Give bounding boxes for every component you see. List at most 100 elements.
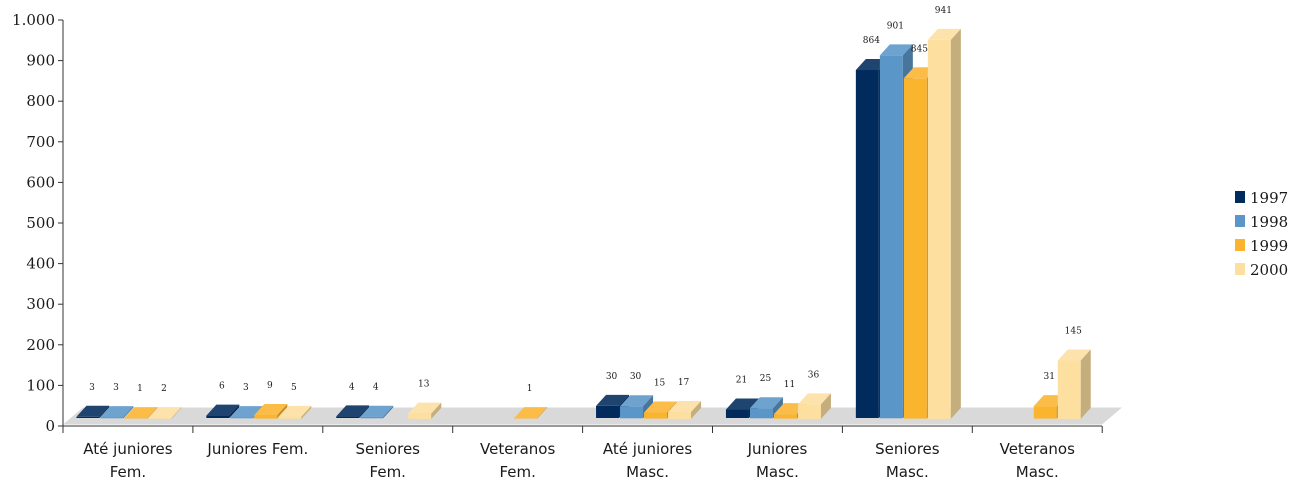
data-label: 17: [678, 378, 690, 388]
data-label: 901: [887, 21, 904, 31]
bar-1998-0: [100, 406, 134, 419]
x-tick-label: Seniores: [875, 440, 940, 458]
bar-side: [359, 405, 370, 418]
legend-swatch: [1235, 263, 1245, 275]
bar-1998-4: [620, 395, 654, 419]
legend-label: 1999: [1250, 237, 1288, 255]
x-tick-label: Masc.: [886, 463, 929, 481]
bar-front: [254, 414, 278, 419]
data-label: 4: [373, 383, 379, 393]
y-tick-label: 400: [26, 255, 55, 273]
bar-front: [100, 417, 124, 419]
bar-front: [76, 416, 100, 418]
data-label: 30: [606, 372, 618, 382]
bar-top: [76, 405, 110, 417]
bar-front: [278, 416, 302, 419]
data-label: 9: [267, 381, 273, 391]
bar-top: [206, 404, 240, 416]
data-label: 36: [808, 370, 820, 380]
bar-front: [514, 418, 538, 419]
bar-front: [230, 417, 254, 419]
bar-top: [797, 393, 831, 405]
data-label: 1: [527, 384, 533, 394]
legend-label: 1997: [1250, 189, 1288, 207]
bar-top: [596, 394, 630, 406]
data-label: 2: [161, 384, 167, 394]
x-tick-label: Veteranos: [1000, 440, 1075, 458]
bar-front: [1057, 360, 1081, 419]
bar-front: [408, 413, 432, 419]
bar-side: [537, 407, 548, 419]
y-tick-label: 100: [26, 376, 55, 394]
bar-front: [879, 55, 903, 419]
bar-1999-3: [514, 407, 548, 419]
bar-top: [148, 407, 182, 419]
chart-bars: [76, 28, 1091, 419]
bar-front: [206, 415, 230, 418]
bar-top: [725, 398, 759, 410]
bar-front: [903, 78, 927, 419]
bar-front: [668, 412, 692, 419]
bar-front: [725, 409, 749, 418]
bar-top: [336, 405, 370, 417]
legend-item-1997: 1997: [1235, 189, 1288, 207]
x-tick-label: Masc.: [756, 463, 799, 481]
bar-front: [749, 408, 773, 419]
data-label: 6: [219, 382, 225, 392]
bar-side: [431, 402, 442, 419]
bar-side: [171, 407, 182, 419]
bar-front: [644, 412, 668, 419]
bar-2000-1: [278, 405, 312, 419]
bar-top: [668, 401, 702, 413]
y-tick-label: 500: [26, 214, 55, 232]
y-tick-label: 0: [45, 417, 55, 435]
x-tick-label: Masc.: [1016, 463, 1059, 481]
bar-top: [927, 28, 961, 40]
bar-front: [1033, 406, 1057, 419]
y-tick-label: 200: [26, 336, 55, 354]
data-label: 145: [1065, 326, 1082, 336]
x-tick-label: Juniores Fem.: [206, 440, 308, 458]
bar-front: [124, 418, 148, 419]
bar-top: [124, 407, 158, 419]
bar-top: [749, 397, 783, 409]
bar-front: [927, 39, 951, 419]
x-tick-label: Veteranos: [480, 440, 555, 458]
bar-side: [383, 405, 394, 419]
bar-top: [644, 401, 678, 413]
y-tick-label: 600: [26, 173, 55, 191]
bar-2000-7: [1057, 349, 1091, 419]
bar-side: [147, 407, 158, 419]
chart-axes: 0 100 200 300 400 500 600 700 800 900 1.000 Até jun…: [12, 11, 1103, 481]
x-tick-label: Até juniores: [83, 440, 172, 458]
bar-2000-0: [148, 407, 182, 419]
data-label: 3: [89, 383, 95, 393]
data-label: 4: [349, 382, 355, 392]
y-tick-label: 900: [26, 52, 55, 70]
bar-top: [879, 44, 913, 56]
bar-side: [1080, 349, 1091, 419]
bar-front: [773, 414, 797, 419]
y-tick-label: 700: [26, 133, 55, 151]
x-tick-label: Fem.: [110, 463, 146, 481]
legend-item-1998: 1998: [1235, 213, 1288, 231]
bar-side: [277, 403, 288, 419]
data-label: 3: [243, 383, 249, 393]
data-label: 21: [736, 376, 747, 386]
legend-item-1999: 1999: [1235, 237, 1288, 255]
x-tick-label: Masc.: [626, 463, 669, 481]
bar-front: [620, 406, 644, 419]
bar-2000-6: [927, 28, 961, 419]
legend-swatch: [1235, 239, 1245, 251]
bar-top: [254, 403, 288, 415]
bar-side: [99, 405, 110, 418]
legend-item-2000: 2000: [1235, 261, 1288, 279]
bar-top: [278, 405, 312, 417]
bar-side: [820, 393, 831, 419]
bar-front: [360, 416, 384, 419]
data-label: 1: [137, 384, 143, 394]
legend-label: 1998: [1250, 213, 1288, 231]
bar-side: [229, 404, 240, 418]
bar-1997-1: [206, 404, 240, 418]
